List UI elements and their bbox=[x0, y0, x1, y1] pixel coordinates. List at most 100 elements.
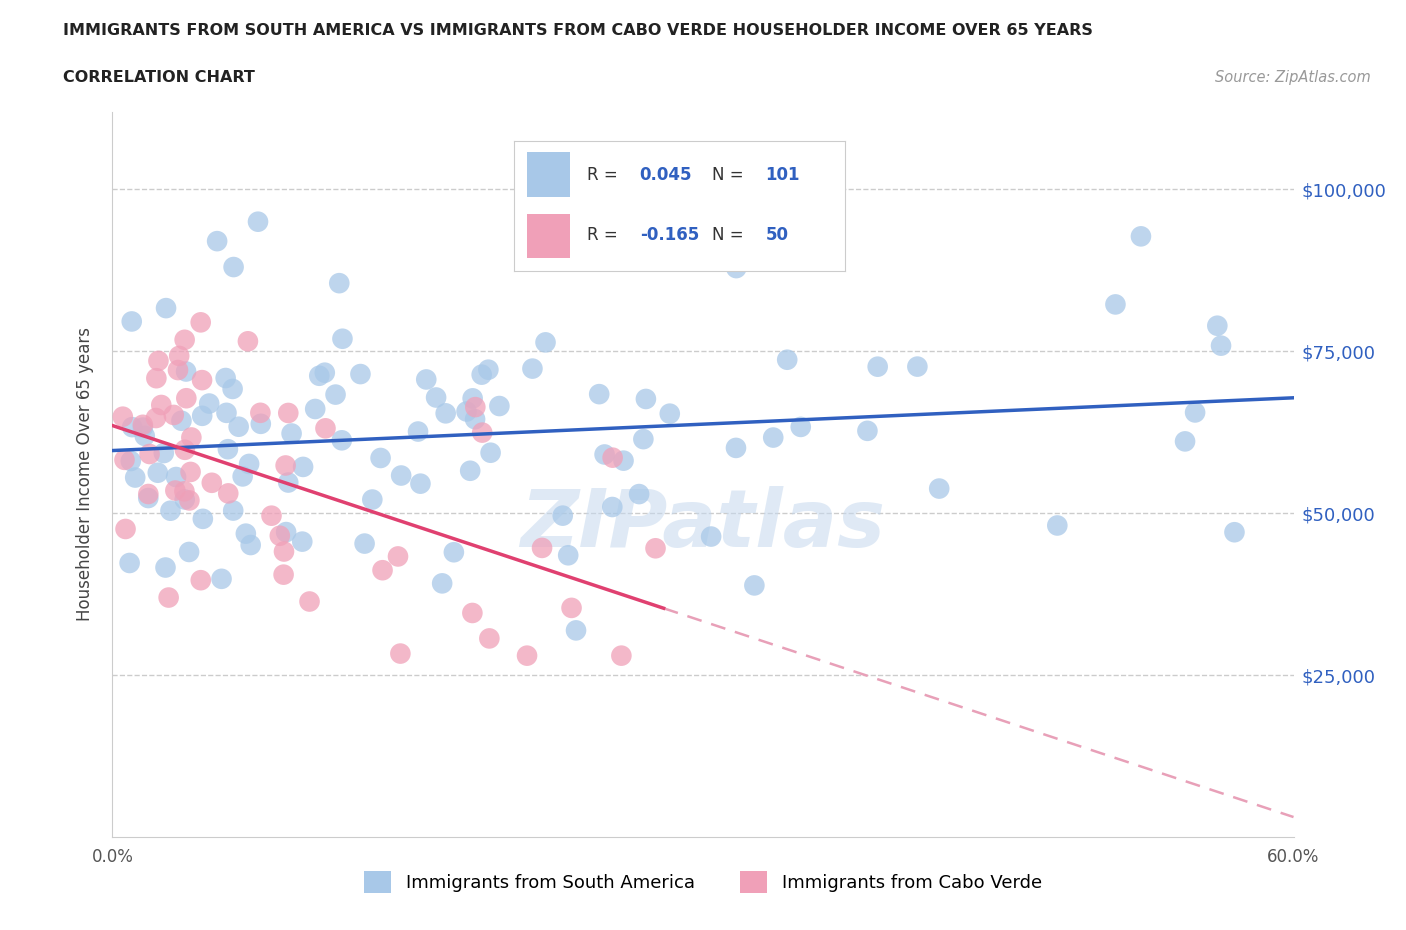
Point bbox=[238, 457, 260, 472]
Point bbox=[1184, 405, 1206, 419]
Text: Source: ZipAtlas.com: Source: ZipAtlas.com bbox=[1215, 70, 1371, 85]
Point bbox=[163, 407, 186, 422]
Point bbox=[1104, 297, 1126, 312]
Point bbox=[477, 362, 499, 377]
Point bbox=[292, 459, 315, 474]
Point bbox=[308, 368, 330, 383]
Point bbox=[744, 578, 766, 592]
Point bbox=[464, 400, 486, 415]
Point bbox=[314, 421, 336, 436]
Text: ZIPatlas: ZIPatlas bbox=[520, 486, 886, 565]
Point bbox=[644, 541, 666, 556]
Point bbox=[273, 567, 295, 582]
Point bbox=[239, 538, 262, 552]
Point bbox=[612, 453, 634, 468]
Point bbox=[221, 381, 243, 396]
Point bbox=[180, 464, 202, 479]
Point bbox=[634, 392, 657, 406]
Point bbox=[134, 429, 156, 444]
Point bbox=[153, 445, 176, 460]
Point bbox=[121, 419, 143, 434]
Point bbox=[214, 370, 236, 385]
Point bbox=[132, 418, 155, 432]
Point bbox=[790, 419, 813, 434]
Point bbox=[557, 548, 579, 563]
Point bbox=[461, 391, 484, 405]
Point bbox=[146, 465, 169, 480]
Point bbox=[928, 481, 950, 496]
Point bbox=[522, 361, 544, 376]
Point bbox=[215, 405, 238, 420]
Point bbox=[177, 545, 200, 560]
Point bbox=[389, 468, 412, 483]
Point bbox=[217, 442, 239, 457]
Legend: Immigrants from South America, Immigrants from Cabo Verde: Immigrants from South America, Immigrant… bbox=[357, 864, 1049, 900]
Point bbox=[602, 499, 624, 514]
Point bbox=[456, 404, 478, 418]
Point bbox=[330, 432, 353, 447]
Point bbox=[588, 387, 610, 402]
Point bbox=[389, 646, 412, 661]
Point bbox=[349, 366, 371, 381]
Point bbox=[628, 486, 651, 501]
Point bbox=[269, 528, 291, 543]
Point bbox=[260, 509, 283, 524]
Point bbox=[157, 591, 180, 605]
Point bbox=[277, 405, 299, 420]
Point bbox=[658, 406, 681, 421]
Point bbox=[159, 503, 181, 518]
Point bbox=[479, 445, 502, 460]
Point bbox=[155, 560, 177, 575]
Point bbox=[201, 475, 224, 490]
Point bbox=[121, 314, 143, 329]
Point bbox=[179, 493, 201, 508]
Point bbox=[1129, 229, 1152, 244]
Point bbox=[276, 525, 298, 539]
Point bbox=[247, 214, 270, 229]
Point bbox=[274, 458, 297, 473]
Point bbox=[856, 423, 879, 438]
Point bbox=[136, 486, 159, 501]
Point bbox=[174, 364, 197, 379]
Point bbox=[478, 631, 501, 645]
Point bbox=[173, 443, 195, 458]
Point bbox=[610, 648, 633, 663]
Point bbox=[409, 476, 432, 491]
Point bbox=[464, 412, 486, 427]
Point bbox=[170, 413, 193, 428]
Point bbox=[176, 391, 198, 405]
Point bbox=[191, 408, 214, 423]
Point bbox=[180, 430, 202, 445]
Point bbox=[561, 601, 583, 616]
Point bbox=[762, 430, 785, 445]
Point bbox=[190, 573, 212, 588]
Point bbox=[280, 426, 302, 441]
Point bbox=[236, 334, 259, 349]
Point bbox=[222, 259, 245, 274]
Point bbox=[488, 399, 510, 414]
Point bbox=[167, 349, 190, 364]
Point bbox=[361, 492, 384, 507]
Point bbox=[191, 512, 214, 526]
Point bbox=[332, 331, 354, 346]
Point bbox=[387, 549, 409, 564]
Point bbox=[1209, 339, 1232, 353]
Point bbox=[415, 372, 437, 387]
Point bbox=[145, 410, 167, 425]
Point bbox=[132, 420, 155, 435]
Point bbox=[304, 402, 326, 417]
Point bbox=[905, 359, 928, 374]
Point bbox=[155, 300, 177, 315]
Point bbox=[205, 233, 228, 248]
Point bbox=[222, 503, 245, 518]
Point bbox=[190, 315, 212, 330]
Point bbox=[217, 486, 239, 501]
Point bbox=[165, 483, 187, 498]
Point bbox=[1174, 434, 1197, 449]
Point bbox=[471, 367, 494, 382]
Point bbox=[593, 447, 616, 462]
Point bbox=[371, 563, 394, 578]
Point bbox=[118, 555, 141, 570]
Point bbox=[191, 373, 214, 388]
Y-axis label: Householder Income Over 65 years: Householder Income Over 65 years bbox=[76, 327, 94, 621]
